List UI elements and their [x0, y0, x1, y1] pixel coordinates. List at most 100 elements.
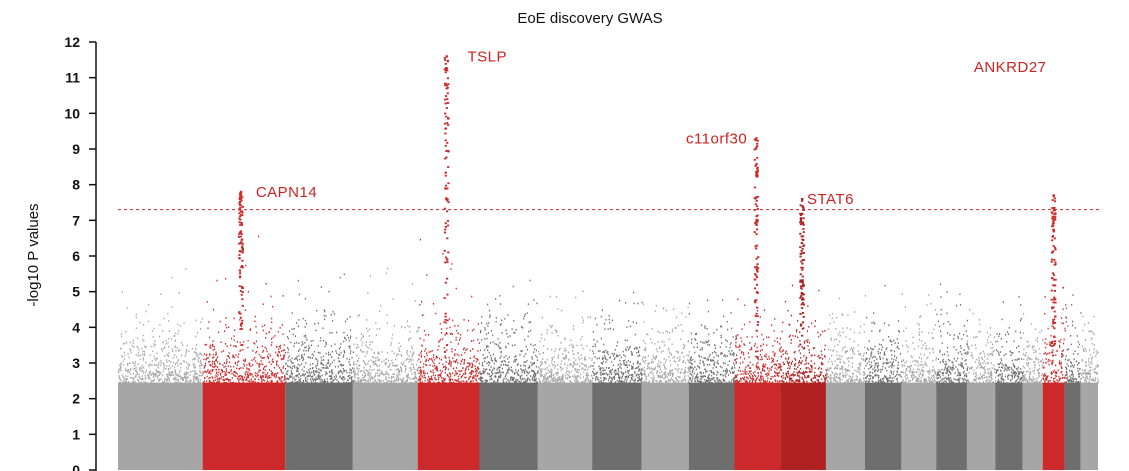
snp-point: [609, 381, 611, 384]
snp-point: [148, 371, 150, 374]
snp-point: [605, 367, 608, 369]
snp-point: [294, 381, 296, 384]
snp-point: [481, 363, 483, 366]
snp-point: [753, 158, 756, 161]
snp-point: [215, 368, 218, 371]
snp-point: [754, 370, 756, 373]
snp-point: [270, 344, 273, 346]
snp-point: [787, 309, 789, 312]
snp-point: [438, 376, 440, 379]
snp-point: [281, 381, 283, 384]
snp-point: [308, 347, 311, 349]
snp-point: [446, 319, 449, 322]
snp-point: [317, 351, 319, 354]
snp-point: [369, 341, 371, 343]
snp-point: [288, 376, 291, 379]
snp-point: [616, 341, 619, 344]
snp-point: [155, 363, 157, 366]
snp-point: [445, 107, 448, 109]
snp-point: [769, 383, 771, 385]
snp-point: [517, 383, 519, 385]
snp-point: [233, 345, 235, 348]
snp-point: [468, 362, 470, 364]
snp-point: [135, 327, 137, 329]
snp-point: [647, 381, 649, 384]
snp-point: [754, 315, 757, 317]
snp-point: [244, 309, 247, 311]
snp-point: [402, 363, 404, 366]
snp-point: [281, 375, 283, 378]
snp-point: [675, 327, 677, 329]
snp-point: [697, 365, 699, 368]
snp-point: [505, 355, 507, 357]
snp-point: [253, 383, 255, 386]
snp-point: [171, 371, 174, 374]
snp-point: [211, 369, 213, 371]
snp-point: [240, 223, 244, 226]
snp-point: [184, 372, 186, 374]
snp-point: [743, 382, 745, 384]
snp-point: [363, 350, 365, 353]
snp-point: [123, 351, 125, 354]
snp-point: [410, 382, 413, 384]
snp-point: [239, 350, 241, 352]
snp-point: [637, 355, 639, 357]
snp-point: [397, 370, 400, 373]
snp-point: [507, 342, 509, 345]
snp-point: [575, 371, 577, 373]
snp-point: [518, 383, 521, 385]
y-tick-label: 0: [72, 462, 80, 471]
snp-point: [637, 360, 639, 363]
snp-point: [194, 367, 196, 369]
snp-point: [675, 381, 677, 383]
snp-point: [280, 371, 283, 373]
snp-point: [708, 382, 710, 384]
snp-point: [444, 71, 447, 74]
snp-point: [625, 376, 628, 378]
snp-point: [456, 358, 458, 361]
snp-point: [755, 196, 758, 199]
snp-point: [371, 356, 374, 358]
snp-point: [754, 381, 757, 383]
snp-point: [130, 367, 132, 370]
snp-point: [705, 380, 707, 383]
snp-point: [761, 367, 764, 370]
snp-point: [500, 347, 502, 350]
snp-point: [292, 362, 294, 364]
snp-point: [193, 365, 195, 368]
snp-point: [362, 360, 364, 362]
snp-point: [638, 354, 641, 357]
snp-point: [735, 341, 737, 344]
snp-point: [647, 355, 649, 357]
snp-point: [717, 355, 719, 357]
snp-point: [622, 380, 624, 383]
snp-point: [580, 381, 583, 384]
snp-point: [417, 330, 419, 332]
snp-point: [199, 370, 201, 372]
snp-point: [478, 342, 480, 345]
snp-point: [575, 378, 578, 381]
snp-point: [174, 382, 176, 385]
snp-point: [337, 381, 339, 383]
snp-point: [573, 363, 575, 365]
snp-point: [558, 382, 560, 385]
snp-point: [124, 369, 127, 372]
snp-point: [208, 360, 210, 363]
snp-point: [631, 367, 633, 370]
snp-point: [643, 372, 645, 375]
snp-point: [309, 374, 311, 377]
snp-point: [620, 371, 622, 373]
snp-point: [458, 378, 460, 380]
snp-point: [174, 370, 176, 373]
snp-point: [320, 362, 323, 365]
snp-point: [319, 352, 321, 354]
snp-point: [626, 339, 628, 342]
snp-point: [582, 376, 585, 378]
snp-point: [756, 346, 758, 349]
snp-point: [294, 335, 296, 338]
snp-point: [618, 383, 620, 385]
snp-point: [771, 324, 773, 327]
snp-point: [755, 162, 758, 165]
snp-point: [631, 354, 633, 356]
snp-point: [755, 228, 759, 231]
